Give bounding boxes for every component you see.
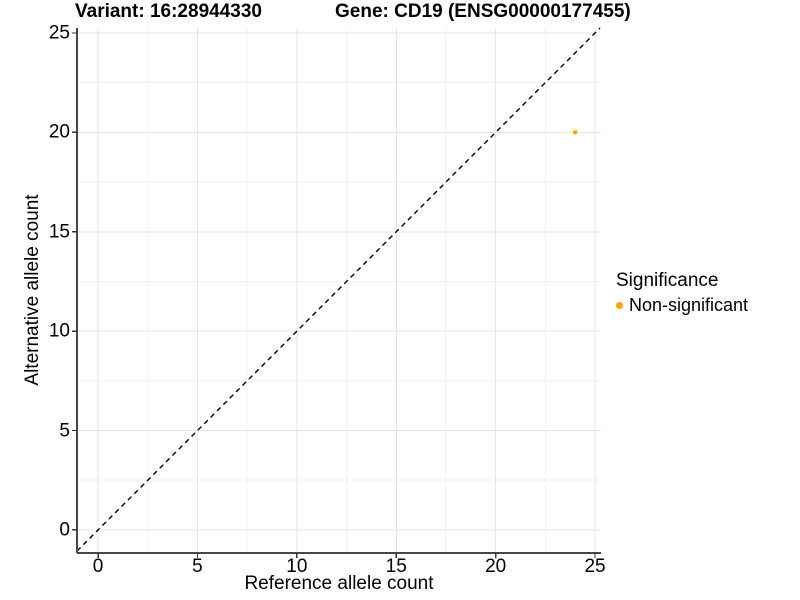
y-tick-label: 15 bbox=[48, 221, 70, 243]
y-tick-label: 5 bbox=[59, 420, 70, 442]
x-tick-label: 20 bbox=[485, 556, 507, 577]
y-tick-label: 0 bbox=[59, 519, 70, 541]
x-tick-label: 0 bbox=[92, 556, 104, 577]
x-axis-title: Reference allele count bbox=[244, 573, 434, 594]
y-tick-label: 20 bbox=[48, 121, 70, 143]
y-tick-label: 25 bbox=[48, 22, 70, 44]
y-axis-title: Alternative allele count bbox=[22, 194, 43, 386]
identity-line bbox=[76, 27, 601, 552]
x-tick-label: 10 bbox=[286, 556, 308, 577]
legend-item-non-significant: Non-significant bbox=[616, 295, 748, 315]
legend: Significance Non-significant bbox=[616, 269, 748, 315]
legend-item-label: Non-significant bbox=[629, 295, 749, 315]
data-point bbox=[572, 130, 578, 135]
plot-title-gene: Gene: CD19 (ENSG00000177455) bbox=[335, 1, 631, 22]
x-tick-label: 5 bbox=[192, 556, 203, 577]
x-tick-label: 25 bbox=[584, 556, 606, 577]
legend-title: Significance bbox=[616, 270, 719, 291]
plot-title-variant: Variant: 16:28944330 bbox=[75, 1, 262, 22]
y-tick-label: 10 bbox=[48, 320, 70, 342]
legend-point-icon bbox=[616, 301, 623, 309]
x-tick-label: 15 bbox=[385, 556, 407, 577]
